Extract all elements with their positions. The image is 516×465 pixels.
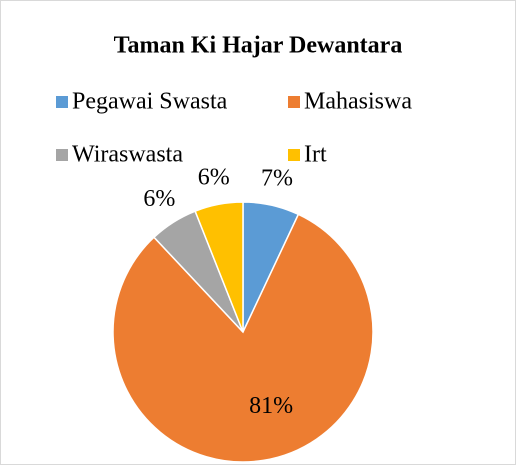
legend-swatch bbox=[288, 96, 300, 108]
legend-label: Wiraswasta bbox=[72, 142, 183, 168]
data-label: 6% bbox=[143, 186, 175, 212]
data-label: 81% bbox=[249, 393, 293, 419]
data-label: 6% bbox=[198, 164, 230, 190]
pie-slice bbox=[112, 213, 374, 463]
legend-swatch bbox=[56, 149, 68, 161]
legend-label: Irt bbox=[304, 142, 327, 168]
legend-label: Pegawai Swasta bbox=[72, 89, 228, 115]
legend-swatch bbox=[288, 149, 300, 161]
legend-swatch bbox=[56, 96, 68, 108]
chart-title: Taman Ki Hajar Dewantara bbox=[114, 33, 403, 59]
pie-slice bbox=[194, 201, 244, 333]
data-label: 7% bbox=[261, 165, 293, 191]
legend-label: Mahasiswa bbox=[304, 89, 412, 115]
